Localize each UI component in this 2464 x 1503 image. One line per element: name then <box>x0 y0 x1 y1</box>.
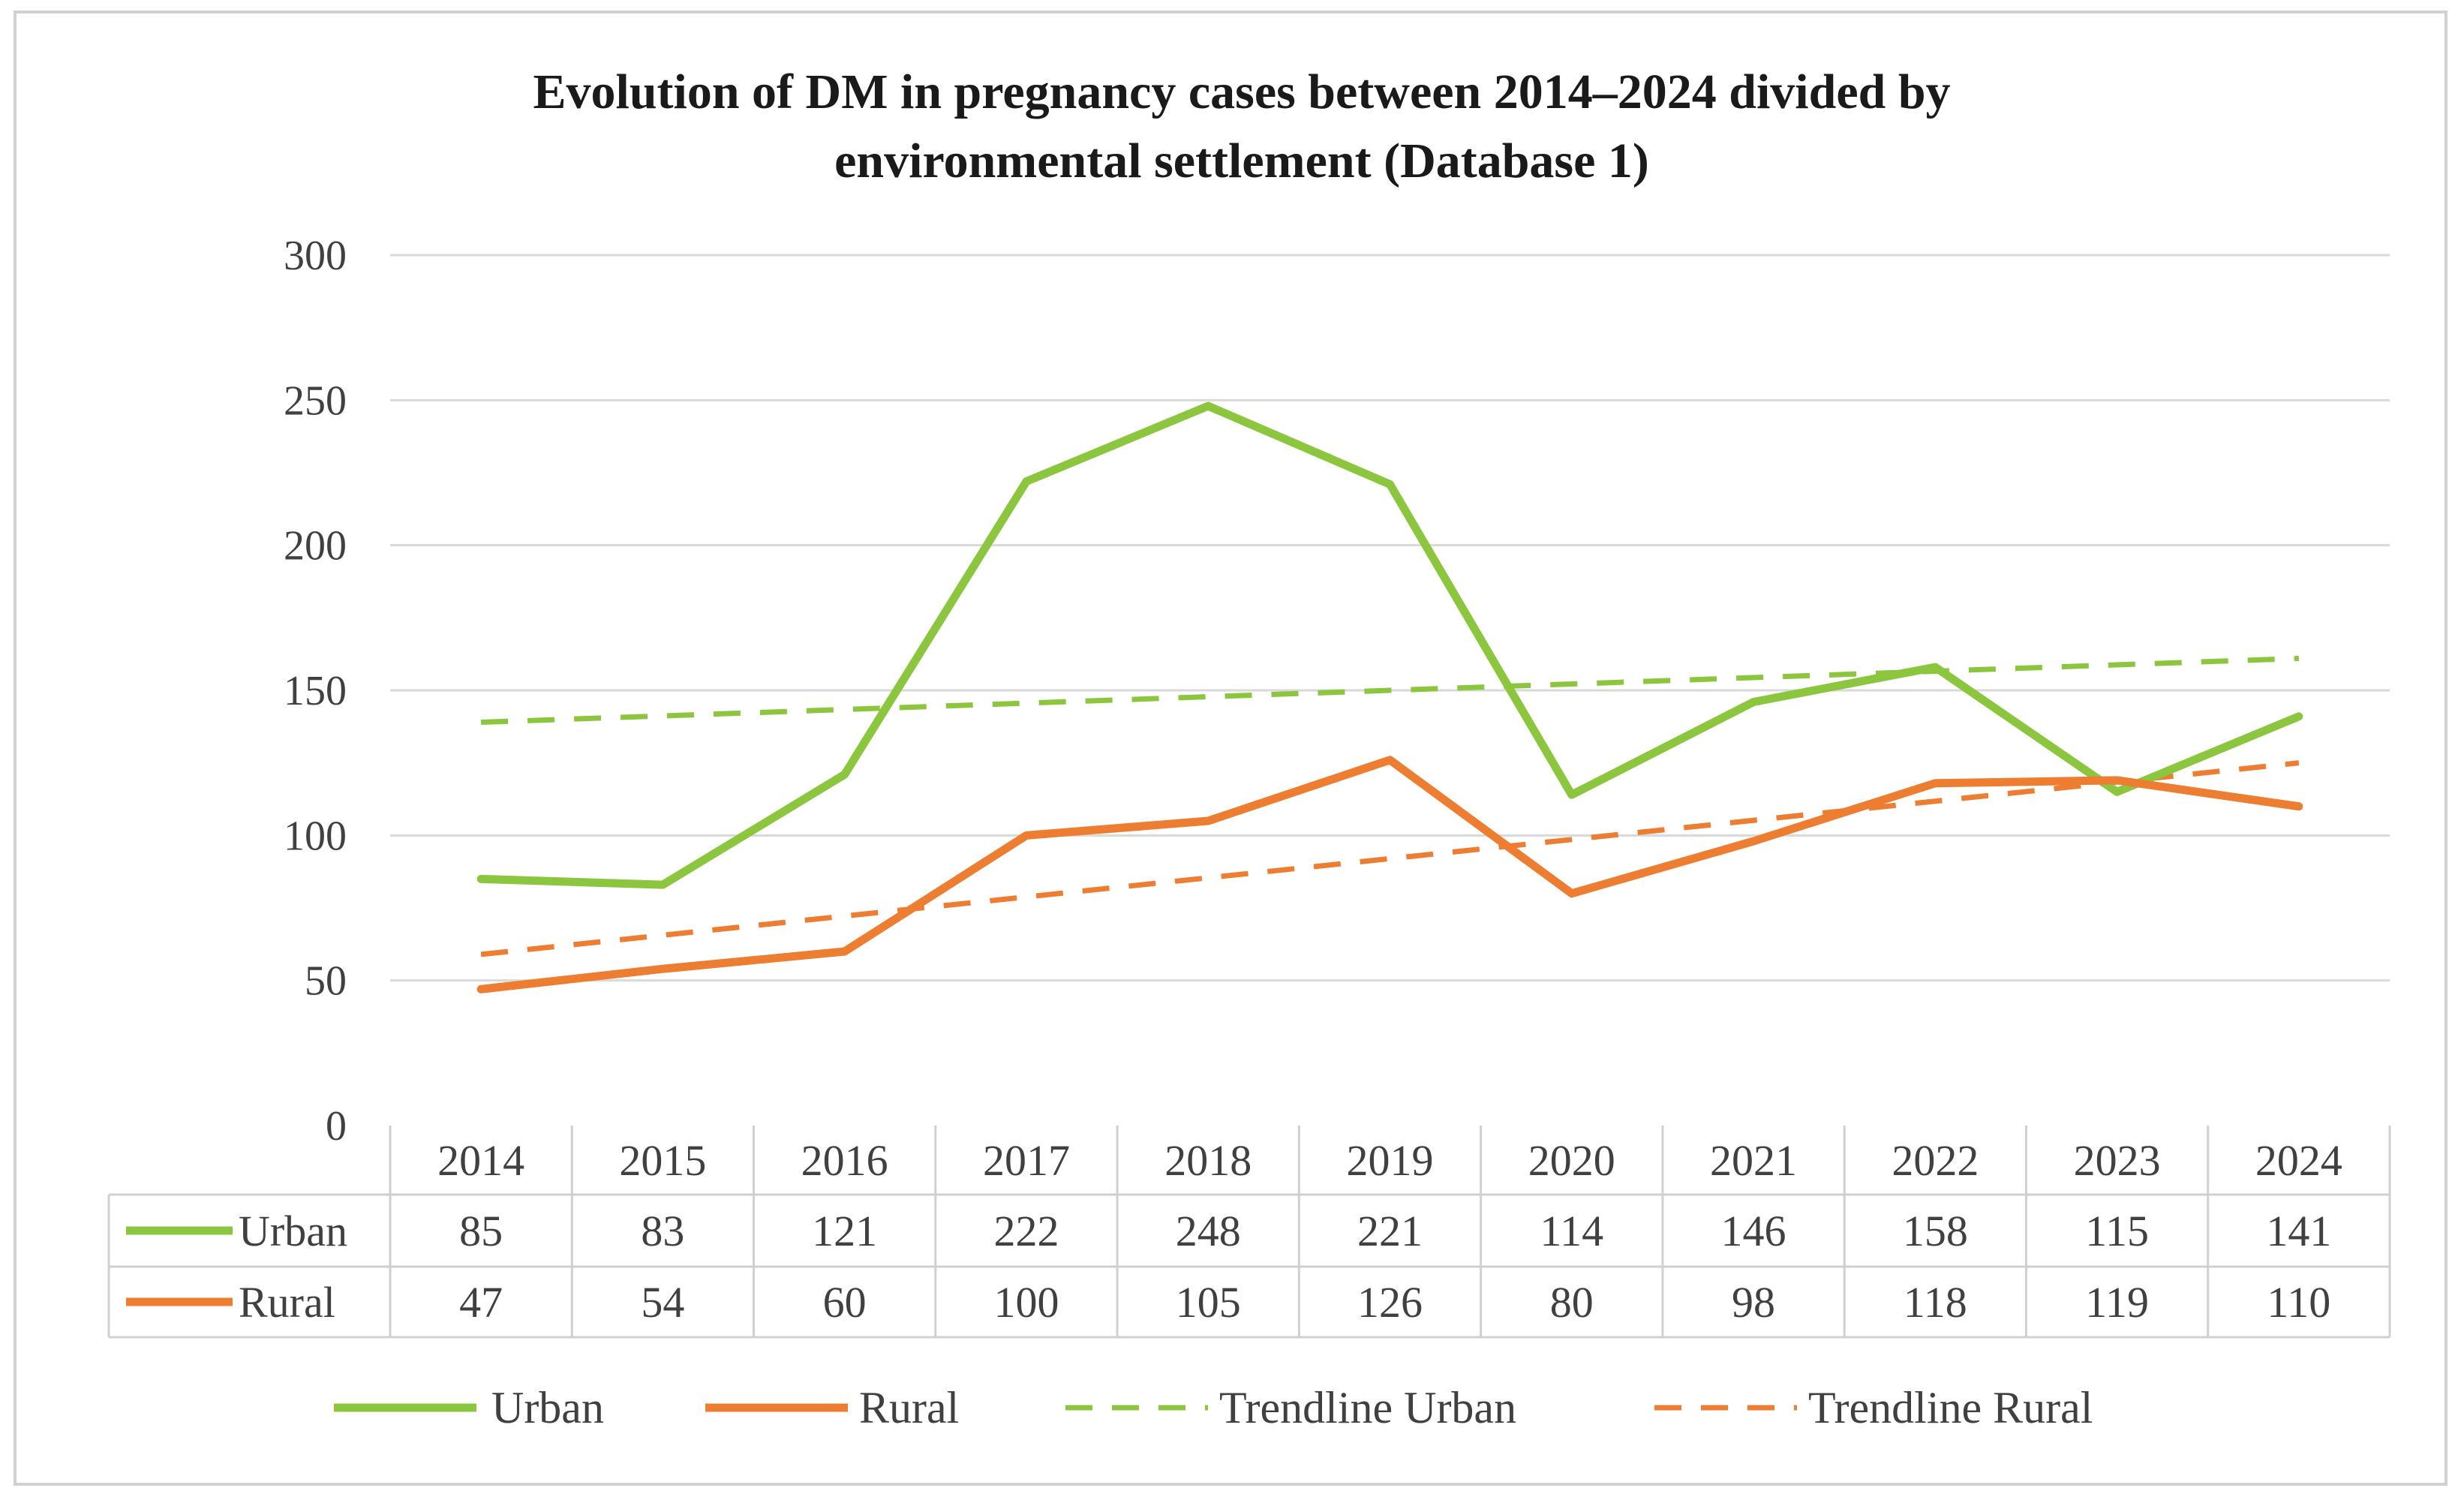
data-table: 2014 2015 2016 2017 2018 2019 2020 2021 2022 2023… <box>107 1126 2391 1339</box>
y-tick-label: 300 <box>284 233 347 279</box>
category-label: 2017 <box>983 1136 1070 1185</box>
data-value: 110 <box>2267 1278 2330 1327</box>
legend: Urban Rural Trendline Urban Trendline Rural <box>334 1383 2093 1432</box>
category-label: 2021 <box>1710 1136 1797 1185</box>
y-tick-label: 50 <box>305 958 347 1005</box>
chart-frame <box>14 11 2447 1486</box>
data-value: 118 <box>1904 1278 1967 1327</box>
y-tick-label: 250 <box>284 377 347 424</box>
data-value: 100 <box>993 1278 1059 1327</box>
data-value: 47 <box>459 1278 503 1327</box>
category-label: 2020 <box>1528 1136 1615 1185</box>
legend-label: Rural <box>859 1383 959 1432</box>
data-value: 80 <box>1550 1278 1594 1327</box>
legend-label: Trendline Urban <box>1219 1383 1516 1432</box>
series-line-rural <box>476 756 2303 993</box>
category-label: 2014 <box>437 1136 524 1185</box>
table-series-label: Rural <box>239 1278 335 1327</box>
legend-label: Urban <box>491 1383 604 1432</box>
data-value: 222 <box>993 1207 1059 1255</box>
data-value: 98 <box>1732 1278 1775 1327</box>
data-value: 141 <box>2266 1207 2331 1255</box>
data-value: 114 <box>1540 1207 1603 1255</box>
y-tick-label: 100 <box>284 813 347 859</box>
data-value: 158 <box>1903 1207 1968 1255</box>
data-value: 126 <box>1357 1278 1423 1327</box>
category-label: 2019 <box>1347 1136 1434 1185</box>
data-value: 115 <box>2085 1207 2149 1255</box>
chart-title-line-1: Evolution of DM in pregnancy cases betwe… <box>533 65 1950 119</box>
data-value: 146 <box>1721 1207 1786 1255</box>
data-value: 60 <box>823 1278 867 1327</box>
category-label: 2016 <box>801 1136 888 1185</box>
table-series-label: Urban <box>239 1207 347 1255</box>
category-label: 2023 <box>2074 1136 2161 1185</box>
trendline-trendline-rural <box>480 760 2300 957</box>
data-value: 248 <box>1176 1207 1241 1255</box>
data-value: 105 <box>1176 1278 1241 1327</box>
data-value: 119 <box>2085 1278 2149 1327</box>
data-value: 54 <box>641 1278 684 1327</box>
series-lines <box>476 401 2303 993</box>
data-value: 85 <box>459 1207 503 1255</box>
trendline-trendline-urban <box>481 655 2299 726</box>
data-value: 121 <box>812 1207 877 1255</box>
category-label: 2024 <box>2255 1136 2342 1185</box>
gridlines <box>390 254 2390 982</box>
y-tick-label: 200 <box>284 523 347 570</box>
y-tick-label: 0 <box>326 1103 347 1150</box>
data-value: 83 <box>641 1207 684 1255</box>
data-value: 221 <box>1357 1207 1423 1255</box>
category-label: 2018 <box>1164 1136 1252 1185</box>
trendlines <box>480 655 2300 957</box>
category-label: 2022 <box>1892 1136 1979 1185</box>
y-axis-ticks: 0 50 100 150 200 250 300 <box>284 233 347 1150</box>
series-line-urban <box>476 401 2303 889</box>
y-tick-label: 150 <box>284 668 347 714</box>
legend-label: Trendline Rural <box>1808 1383 2093 1432</box>
category-label: 2015 <box>619 1136 706 1185</box>
chart-title-line-2: environmental settlement (Database 1) <box>834 134 1649 188</box>
